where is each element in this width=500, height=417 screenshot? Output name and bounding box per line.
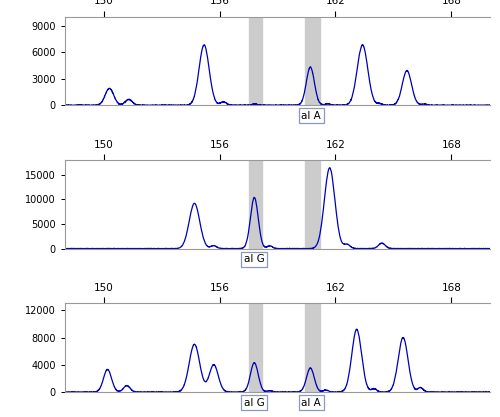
Text: al A: al A	[302, 111, 321, 121]
Bar	[248, 160, 262, 249]
Bar	[304, 17, 320, 105]
Bar	[304, 304, 320, 392]
Bar	[248, 304, 262, 392]
Text: al A: al A	[302, 397, 321, 407]
Text: al G: al G	[244, 254, 264, 264]
Text: al G: al G	[244, 397, 264, 407]
Bar	[248, 17, 262, 105]
Bar	[304, 160, 320, 249]
